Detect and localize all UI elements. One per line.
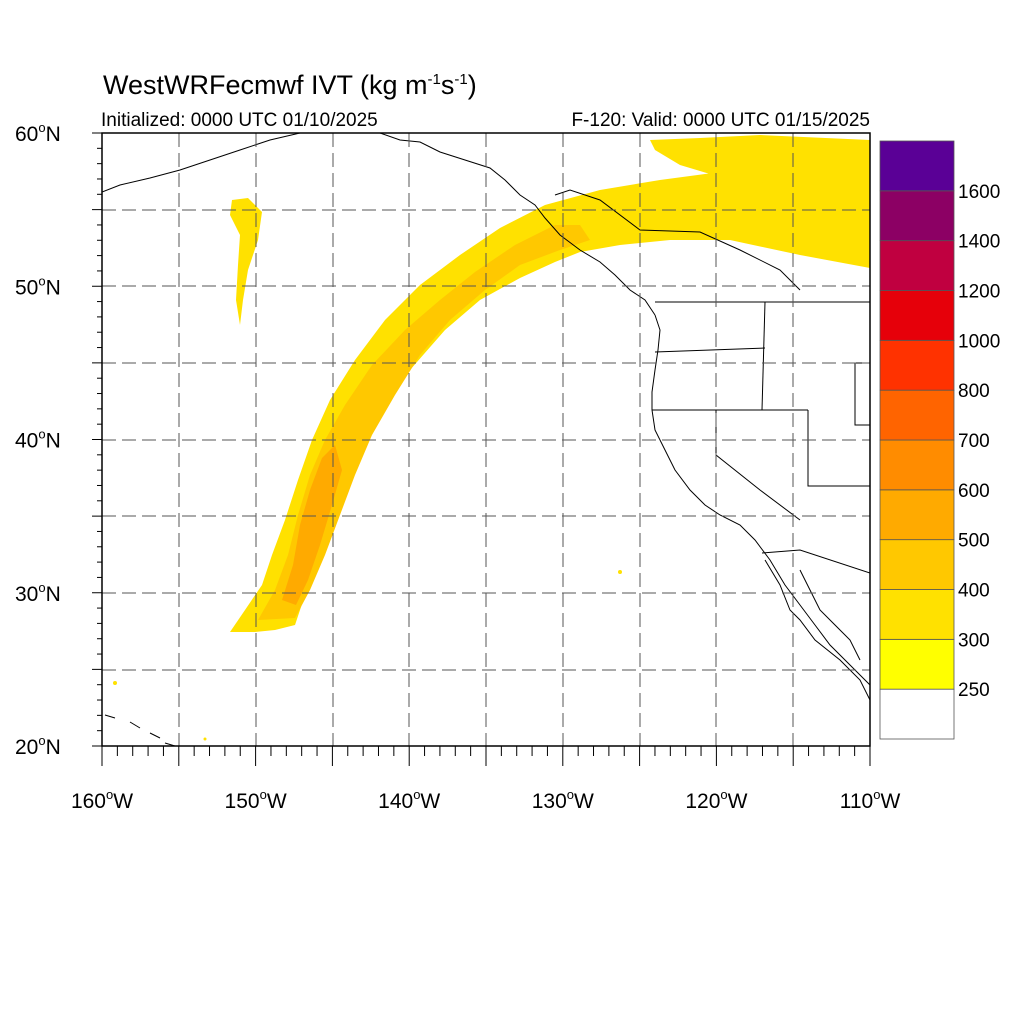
lon-label-130: 130oW: [532, 787, 594, 813]
axis-ticks: [92, 132, 871, 766]
colorbar-label-1200: 1200: [958, 282, 1000, 303]
mexico-border: [761, 549, 870, 574]
lon-label-140: 140oW: [378, 787, 440, 813]
bc-interior-border: [554, 189, 801, 291]
colorbar-label-500: 500: [958, 531, 990, 552]
lon-label-120: 120oW: [685, 787, 747, 813]
lon-label-150: 150oW: [225, 787, 287, 813]
colorbar-label-600: 600: [958, 481, 990, 502]
hawaii-islands: [104, 714, 176, 746]
lat-label-40: 40oN: [15, 427, 61, 453]
colorbar-label-300: 300: [958, 630, 990, 651]
colorbar-swatch: [879, 290, 955, 341]
graticule: [102, 133, 870, 746]
west-coast-us: [651, 314, 870, 686]
colorbar-swatch: [879, 539, 955, 590]
baja-coast: [764, 559, 870, 701]
nevada-east-border: [807, 410, 870, 487]
lat-label-60: 60oN: [15, 120, 61, 146]
lon-label-110: 110oW: [840, 787, 901, 813]
lat-label-30: 30oN: [15, 580, 61, 606]
colorbar: 250 300 400 500 600 700 800 1000 1200 1400 1600: [879, 140, 1000, 740]
alaska-coast: [102, 133, 301, 193]
colorbar-label-700: 700: [958, 431, 990, 452]
chart-title: WestWRFecmwf IVT (kg m-1s-1): [103, 70, 477, 100]
ivt-river-peak: [282, 445, 342, 605]
latitude-labels: 20oN 30oN 40oN 50oN 60oN: [15, 120, 61, 759]
nevada-california-border: [715, 410, 801, 521]
colorbar-swatch: [879, 589, 955, 640]
colorbar-label-1400: 1400: [958, 232, 1000, 253]
colorbar-swatch: [879, 439, 955, 491]
utah-border: [854, 362, 870, 426]
lat-label-50: 50oN: [15, 273, 61, 299]
colorbar-swatch: [879, 140, 955, 192]
colorbar-swatch: [879, 389, 955, 441]
gulf-california: [799, 569, 861, 661]
lon-label-160: 160oW: [71, 787, 133, 813]
colorbar-swatch: [879, 638, 955, 690]
colorbar-label-1600: 1600: [958, 182, 1000, 203]
coastlines: [102, 133, 870, 746]
colorbar-swatch: [879, 240, 955, 291]
colorbar-swatch: [879, 489, 955, 541]
colorbar-swatch: [879, 190, 955, 242]
ivt-small-feature: [230, 198, 262, 325]
alaska-panhandle-coast: [379, 133, 656, 316]
valid-time-label: F-120: Valid: 0000 UTC 01/15/2025: [571, 110, 870, 131]
colorbar-label-1000: 1000: [958, 331, 1000, 352]
ivt-river-outer: [230, 150, 870, 632]
idaho-border: [761, 301, 766, 411]
ivt-field: [113, 135, 870, 741]
colorbar-label-800: 800: [958, 381, 990, 402]
colorbar-swatch: [879, 688, 955, 740]
longitude-labels: 160oW 150oW 140oW 130oW 120oW 110oW: [71, 787, 901, 813]
initialized-label: Initialized: 0000 UTC 01/10/2025: [101, 110, 378, 131]
washington-oregon-border: [654, 347, 766, 353]
ivt-inland-plume: [650, 135, 870, 190]
colorbar-label-250: 250: [958, 680, 990, 701]
colorbar-label-400: 400: [958, 581, 990, 602]
colorbar-swatch: [879, 339, 955, 391]
lat-label-20: 20oN: [15, 733, 61, 759]
